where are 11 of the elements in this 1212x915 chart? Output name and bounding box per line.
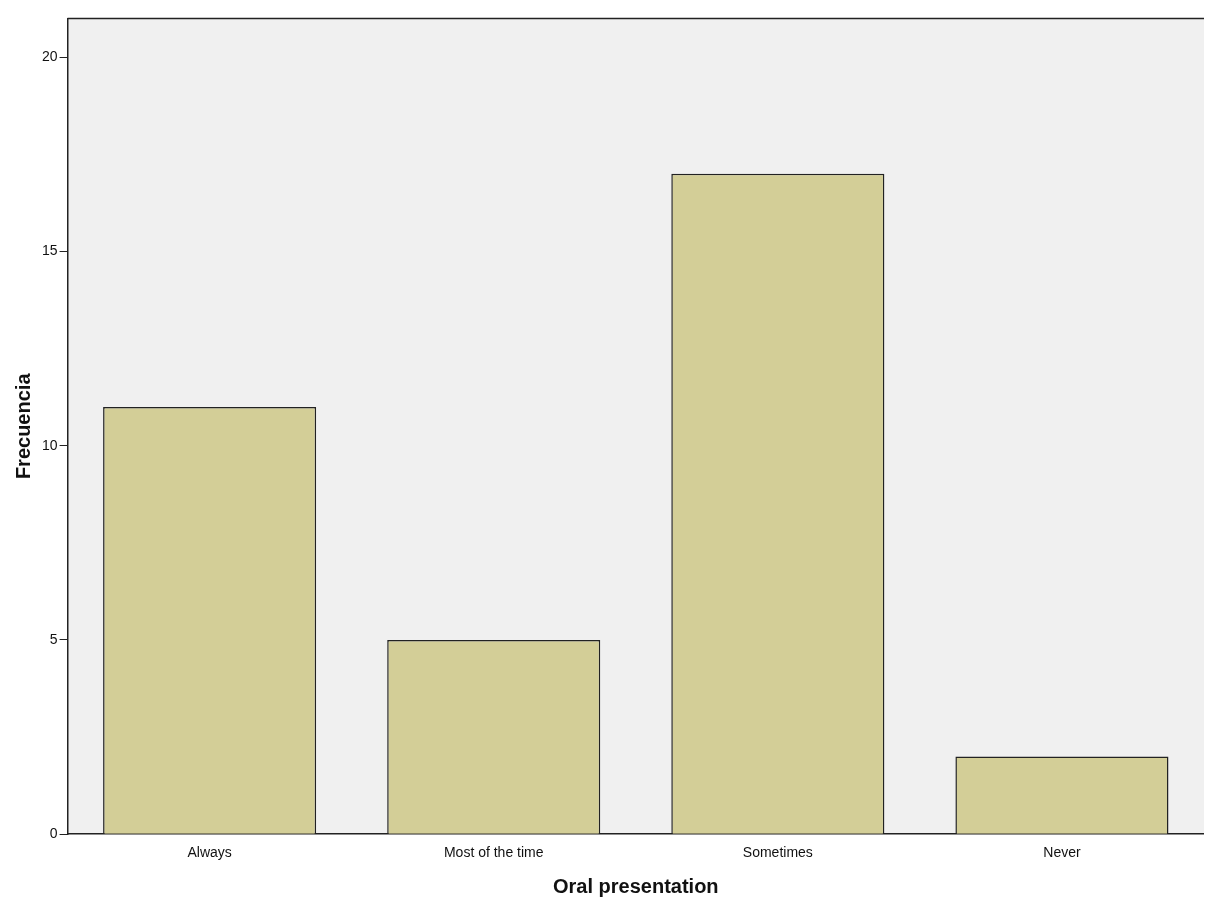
y-axis-title: Frecuencia	[11, 372, 34, 480]
x-tick-label: Always	[187, 844, 232, 861]
x-axis-title: Oral presentation	[552, 874, 719, 897]
x-tick-label: Most of the time	[443, 844, 544, 861]
y-tick-label: 20	[41, 48, 58, 65]
x-tick-label: Sometimes	[742, 844, 813, 861]
y-tick-label: 15	[41, 242, 58, 259]
y-tick-label: 0	[49, 825, 58, 842]
y-tick-label: 10	[41, 436, 58, 453]
y-tick-label: 5	[49, 630, 58, 647]
x-tick-label: Never	[1043, 844, 1081, 861]
